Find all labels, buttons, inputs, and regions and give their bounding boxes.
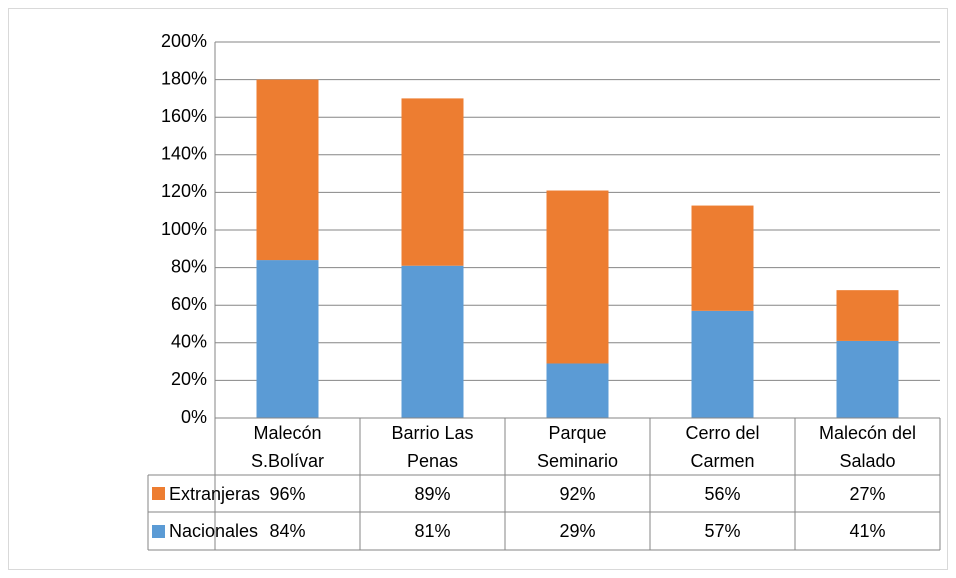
table-value: 57% <box>704 521 741 541</box>
legend-swatch <box>152 487 165 500</box>
bar-segment <box>256 260 319 418</box>
legend-entry: Extranjeras <box>148 475 260 512</box>
legend-label: Extranjeras <box>169 483 261 504</box>
table-value: 84% <box>269 521 306 541</box>
bar-segment <box>401 265 464 418</box>
category-label: Parque Seminario <box>536 422 619 471</box>
bar-segment <box>691 310 754 418</box>
bar-segment <box>836 340 899 418</box>
legend-swatch <box>152 524 165 538</box>
bar-segment <box>691 205 754 311</box>
category-label: Cerro del Carmen <box>685 422 760 471</box>
table-value: 96% <box>269 483 306 504</box>
y-tick-label: 120% <box>161 181 207 201</box>
y-tick-label: 140% <box>161 144 207 164</box>
table-value: 29% <box>559 521 596 541</box>
table-value: 41% <box>849 521 886 541</box>
bar-segment <box>256 79 319 261</box>
y-tick-label: 160% <box>161 106 207 126</box>
legend-label: Nacionales <box>169 521 259 541</box>
y-tick-label: 100% <box>161 219 207 239</box>
table-value: 81% <box>414 521 451 541</box>
category-label: Malecón S.Bolívar <box>250 422 325 471</box>
y-tick-label: 180% <box>161 68 207 88</box>
bar-segment <box>546 190 609 364</box>
chart-border <box>8 8 948 570</box>
table-value: 56% <box>704 483 741 504</box>
y-tick-label: 40% <box>171 332 207 352</box>
bar-segment <box>546 363 609 418</box>
y-tick-label: 0% <box>181 407 207 427</box>
y-tick-label: 200% <box>161 31 207 51</box>
bar-segment <box>401 98 464 266</box>
legend-entry: Nacionales <box>148 512 258 550</box>
table-value: 92% <box>559 483 596 504</box>
table-value: 89% <box>414 483 451 504</box>
bar-segment <box>836 290 899 341</box>
category-label: Barrio Las Penas <box>391 422 474 471</box>
y-tick-label: 20% <box>171 369 207 389</box>
category-label: Malecón del Salado <box>818 422 917 471</box>
table-value: 27% <box>849 483 886 504</box>
y-tick-label: 60% <box>171 294 207 314</box>
y-tick-label: 80% <box>171 256 207 276</box>
